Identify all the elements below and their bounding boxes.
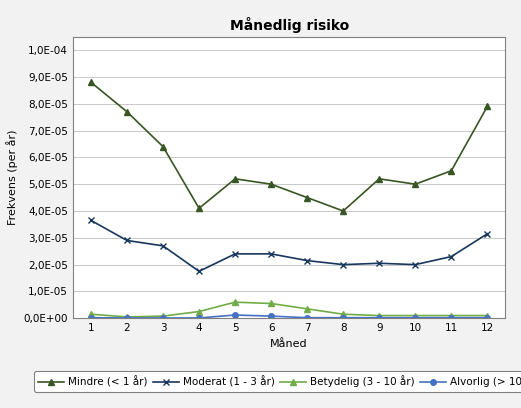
X-axis label: Måned: Måned — [270, 339, 308, 349]
Moderat (1 - 3 år) — [268, 251, 274, 256]
Betydelig (3 - 10 år) — [448, 313, 454, 318]
Legend: Mindre (< 1 år), Moderat (1 - 3 år), Betydelig (3 - 10 år), Alvorlig (> 10 år): Mindre (< 1 år), Moderat (1 - 3 år), Bet… — [34, 371, 521, 392]
Alvorlig (> 10 år) — [88, 315, 94, 320]
Moderat (1 - 3 år) — [484, 231, 490, 236]
Betydelig (3 - 10 år) — [196, 309, 202, 314]
Betydelig (3 - 10 år) — [124, 315, 130, 319]
Mindre (< 1 år) — [88, 80, 94, 85]
Betydelig (3 - 10 år) — [88, 312, 94, 317]
Moderat (1 - 3 år) — [232, 251, 238, 256]
Line: Betydelig (3 - 10 år): Betydelig (3 - 10 år) — [88, 299, 491, 320]
Betydelig (3 - 10 år) — [268, 301, 274, 306]
Betydelig (3 - 10 år) — [304, 306, 311, 311]
Mindre (< 1 år) — [484, 104, 490, 109]
Moderat (1 - 3 år) — [88, 218, 94, 223]
Mindre (< 1 år) — [124, 109, 130, 114]
Moderat (1 - 3 år) — [124, 238, 130, 243]
Line: Alvorlig (> 10 år): Alvorlig (> 10 år) — [88, 312, 490, 321]
Alvorlig (> 10 år) — [196, 315, 202, 320]
Moderat (1 - 3 år) — [340, 262, 346, 267]
Moderat (1 - 3 år) — [196, 269, 202, 274]
Alvorlig (> 10 år) — [124, 315, 130, 320]
Mindre (< 1 år) — [376, 176, 382, 181]
Alvorlig (> 10 år) — [448, 315, 454, 320]
Betydelig (3 - 10 år) — [412, 313, 418, 318]
Mindre (< 1 år) — [196, 206, 202, 211]
Moderat (1 - 3 år) — [304, 258, 311, 263]
Betydelig (3 - 10 år) — [340, 312, 346, 317]
Betydelig (3 - 10 år) — [376, 313, 382, 318]
Mindre (< 1 år) — [412, 182, 418, 186]
Alvorlig (> 10 år) — [376, 315, 382, 320]
Mindre (< 1 år) — [268, 182, 274, 186]
Betydelig (3 - 10 år) — [160, 314, 166, 319]
Alvorlig (> 10 år) — [484, 315, 490, 320]
Betydelig (3 - 10 år) — [484, 313, 490, 318]
Line: Moderat (1 - 3 år): Moderat (1 - 3 år) — [88, 217, 491, 275]
Alvorlig (> 10 år) — [268, 314, 274, 319]
Moderat (1 - 3 år) — [160, 244, 166, 248]
Alvorlig (> 10 år) — [304, 315, 311, 320]
Alvorlig (> 10 år) — [340, 315, 346, 320]
Alvorlig (> 10 år) — [232, 313, 238, 317]
Moderat (1 - 3 år) — [376, 261, 382, 266]
Moderat (1 - 3 år) — [448, 254, 454, 259]
Betydelig (3 - 10 år) — [232, 300, 238, 305]
Mindre (< 1 år) — [448, 169, 454, 173]
Mindre (< 1 år) — [304, 195, 311, 200]
Y-axis label: Frekvens (per år): Frekvens (per år) — [6, 130, 18, 225]
Title: Månedlig risiko: Månedlig risiko — [230, 17, 349, 33]
Alvorlig (> 10 år) — [412, 315, 418, 320]
Mindre (< 1 år) — [340, 208, 346, 213]
Alvorlig (> 10 år) — [160, 315, 166, 320]
Line: Mindre (< 1 år): Mindre (< 1 år) — [88, 79, 491, 215]
Moderat (1 - 3 år) — [412, 262, 418, 267]
Mindre (< 1 år) — [232, 176, 238, 181]
Mindre (< 1 år) — [160, 144, 166, 149]
